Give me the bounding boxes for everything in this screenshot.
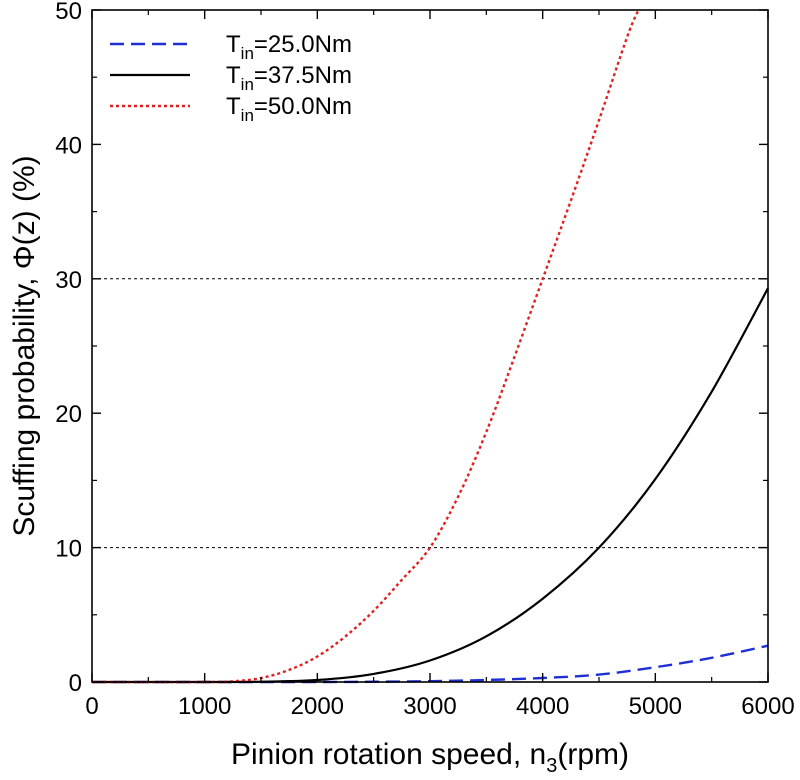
legend-label: Tin=25.0Nm [226, 31, 352, 63]
x-axis-label: Pinion rotation speed, n3(rpm) [231, 738, 629, 777]
x-tick-label: 3000 [403, 693, 456, 720]
x-tick-label: 5000 [629, 693, 682, 720]
x-tick-label: 2000 [291, 693, 344, 720]
reference-lines [92, 278, 768, 549]
x-axis-label-sub: 3 [546, 755, 557, 777]
y-tick-label: 50 [55, 0, 82, 25]
x-tick-label: 4000 [516, 693, 569, 720]
y-tick-label: 10 [55, 536, 82, 563]
y-axis-label: Scuffing probability, Φ(z) (%) [8, 155, 41, 536]
x-tick-label: 6000 [741, 693, 794, 720]
y-tick-label: 40 [55, 132, 82, 159]
legend-label: Tin=37.5Nm [226, 62, 352, 94]
y-tick-label: 0 [69, 670, 82, 697]
x-tick-label: 1000 [178, 693, 231, 720]
y-tick-label: 30 [55, 267, 82, 294]
x-tick-label: 0 [85, 693, 98, 720]
x-axis-label-rest: (rpm) [557, 738, 629, 771]
legend-label: Tin=50.0Nm [226, 93, 352, 125]
x-axis-label-main: Pinion rotation speed, n [231, 738, 546, 771]
series-line [91, 9, 640, 684]
tick-labels: 0 1000 2000 3000 4000 5000 6000 0 10 20 30 40 50 [55, 0, 794, 720]
ticks [91, 9, 769, 683]
y-tick-label: 20 [55, 401, 82, 428]
